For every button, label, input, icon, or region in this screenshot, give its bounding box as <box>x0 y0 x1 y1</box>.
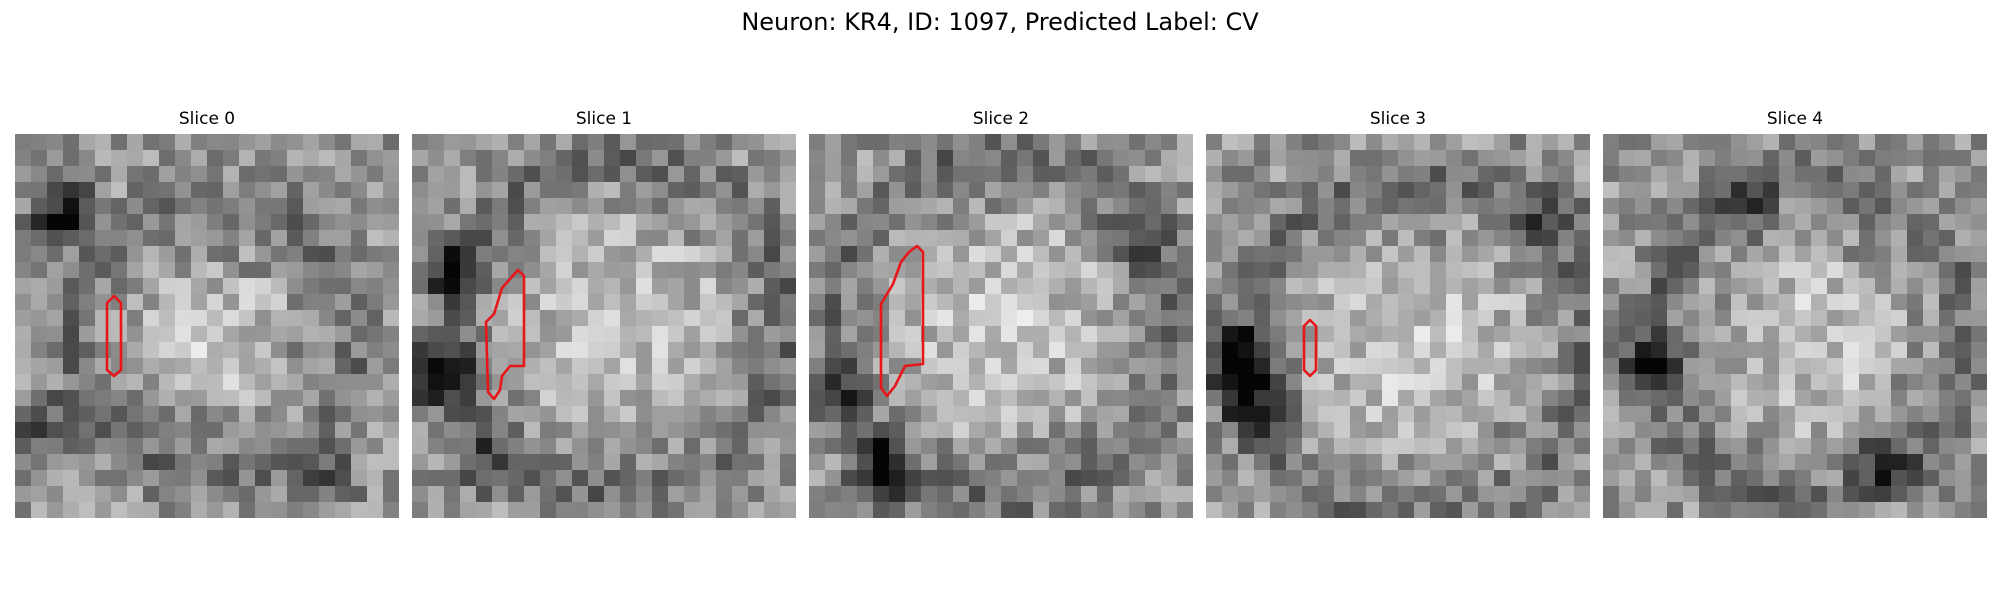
pixel-grid <box>15 134 399 518</box>
pixel-grid <box>412 134 796 518</box>
slice-title-0: Slice 0 <box>178 109 236 129</box>
slice-panel-3: Slice 3 <box>1206 108 1590 518</box>
roi-contour <box>879 244 925 398</box>
roi-contour <box>484 268 526 401</box>
slice-image-4 <box>1603 134 1987 518</box>
pixel-grid <box>809 134 1193 518</box>
slice-title-4: Slice 4 <box>1766 109 1824 129</box>
slice-title-2: Slice 2 <box>972 109 1030 129</box>
slice-panel-1: Slice 1 <box>412 108 796 518</box>
slice-title-1: Slice 1 <box>575 109 633 129</box>
pixel-grid <box>1206 134 1590 518</box>
slice-title-3: Slice 3 <box>1369 109 1427 129</box>
slice-image-3 <box>1206 134 1590 518</box>
figure-title: Neuron: KR4, ID: 1097, Predicted Label: … <box>741 8 1259 36</box>
slice-image-0 <box>15 134 399 518</box>
slice-image-1 <box>412 134 796 518</box>
roi-contour <box>1302 318 1318 378</box>
slice-panel-2: Slice 2 <box>809 108 1193 518</box>
pixel-grid <box>1603 134 1987 518</box>
slice-panel-4: Slice 4 <box>1603 108 1987 518</box>
roi-contour <box>105 294 123 378</box>
slice-image-2 <box>809 134 1193 518</box>
slice-panel-0: Slice 0 <box>15 108 399 518</box>
